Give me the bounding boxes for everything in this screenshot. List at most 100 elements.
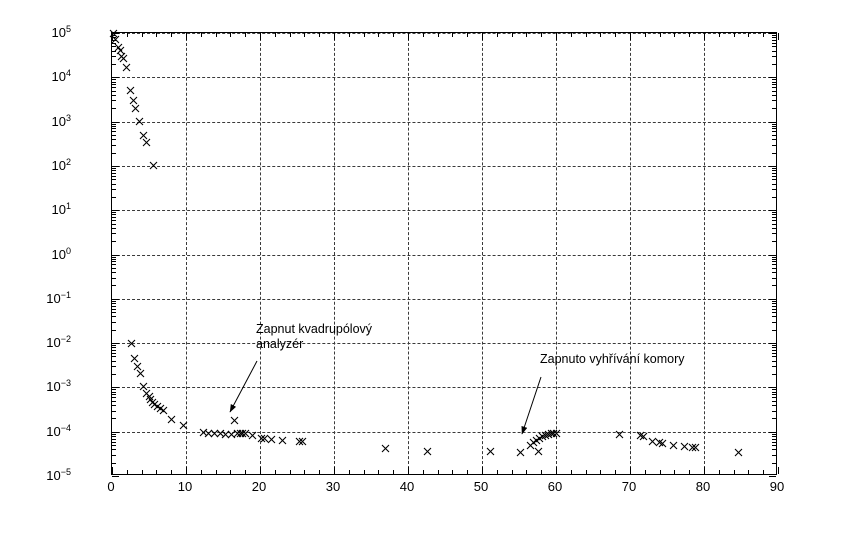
y-axis-tick-minor: [112, 366, 116, 368]
y-axis-tick-minor: [772, 139, 776, 141]
y-axis-tick-minor: [112, 87, 116, 89]
x-axis-tick-major: [186, 33, 187, 40]
data-point-marker: [179, 421, 188, 430]
y-axis-tick-minor: [772, 321, 776, 323]
y-axis-tick-minor: [112, 347, 116, 349]
y-axis-tick-minor: [112, 300, 116, 302]
y-axis-tick-minor: [772, 63, 776, 65]
x-axis-tick-label: 40: [399, 479, 415, 494]
y-axis-tick-minor: [112, 152, 116, 154]
data-point-marker: [658, 439, 667, 448]
y-axis-tick-label: 105: [51, 23, 71, 41]
x-axis-tick-major: [334, 467, 335, 474]
y-axis-tick-minor: [772, 100, 776, 102]
data-point-marker: [111, 35, 120, 44]
y-axis-tick-minor: [112, 303, 116, 305]
y-axis-tick-minor: [112, 167, 116, 169]
y-axis-tick-minor: [772, 261, 776, 263]
data-point-marker: [130, 354, 139, 363]
x-axis-tick-label: 30: [325, 479, 341, 494]
x-axis-tick-minor: [171, 33, 173, 37]
y-axis-tick-minor: [772, 435, 776, 437]
y-axis-tick-major: [769, 77, 776, 79]
y-axis-tick-minor: [112, 79, 116, 81]
x-axis-tick-minor: [230, 470, 232, 474]
x-axis-tick-major: [630, 33, 631, 40]
x-axis-tick-minor: [393, 470, 395, 474]
y-axis-tick-minor: [112, 321, 116, 323]
x-axis-tick-major: [778, 33, 779, 40]
x-axis-tick-major: [334, 33, 335, 40]
y-axis-tick-major: [112, 298, 119, 300]
x-axis-tick-major: [408, 33, 409, 40]
data-point-marker: [248, 431, 257, 440]
x-axis-tick-major: [778, 467, 779, 474]
x-axis-tick-minor: [126, 470, 128, 474]
data-point-marker: [149, 161, 158, 170]
y-axis-tick-minor: [772, 400, 776, 402]
y-axis-tick-minor: [772, 267, 776, 269]
x-axis-tick-minor: [570, 470, 572, 474]
y-axis-tick-label: 103: [51, 112, 71, 129]
gridline-horizontal: [112, 254, 776, 256]
data-point-marker: [216, 429, 225, 438]
y-axis-tick-minor: [772, 449, 776, 451]
x-axis-tick-minor: [437, 470, 439, 474]
y-axis-tick-major: [112, 165, 119, 167]
x-axis-tick-minor: [452, 470, 454, 474]
y-axis-tick-minor: [772, 46, 776, 48]
y-axis-tick-minor: [772, 217, 776, 219]
x-axis-tick-minor: [289, 33, 291, 37]
x-axis-tick-major: [630, 467, 631, 474]
data-point-marker: [267, 435, 276, 444]
x-axis-tick-major: [556, 467, 557, 474]
y-axis-tick-minor: [112, 196, 116, 198]
y-axis-tick-major: [769, 165, 776, 167]
data-point-marker: [734, 448, 743, 457]
x-axis-tick-minor: [393, 33, 395, 37]
y-axis-tick-minor: [772, 347, 776, 349]
data-point-marker: [119, 54, 128, 63]
y-axis-tick-major: [112, 254, 119, 256]
y-axis-tick-minor: [112, 308, 116, 310]
x-axis-tick-minor: [526, 470, 528, 474]
x-axis-tick-label: 20: [251, 479, 267, 494]
data-point-marker: [639, 432, 648, 441]
gridline-vertical: [556, 33, 557, 474]
x-axis-tick-minor: [511, 33, 513, 37]
x-axis-tick-minor: [733, 470, 735, 474]
y-axis-tick-minor: [112, 264, 116, 266]
y-axis-tick-minor: [772, 79, 776, 81]
annotation-heating-label: Zapnuto vyhřívání komory: [540, 352, 685, 366]
y-axis-tick-minor: [112, 220, 116, 222]
data-point-marker: [135, 117, 144, 126]
x-axis-tick-minor: [126, 33, 128, 37]
x-axis-tick-minor: [348, 33, 350, 37]
y-axis-tick-minor: [112, 227, 116, 229]
y-axis-tick-minor: [772, 410, 776, 412]
data-point-marker: [116, 46, 125, 55]
x-axis-tick-minor: [526, 33, 528, 37]
y-axis-tick-minor: [112, 410, 116, 412]
y-axis-tick-minor: [112, 312, 116, 314]
y-axis-tick-minor: [772, 438, 776, 440]
y-axis-tick-minor: [112, 134, 116, 136]
y-axis-tick-minor: [772, 214, 776, 216]
x-axis-tick-label: 90: [769, 479, 785, 494]
y-axis-tick-minor: [772, 433, 776, 435]
y-axis-tick-minor: [772, 108, 776, 110]
y-axis-tick-minor: [112, 179, 116, 181]
x-axis-tick-minor: [541, 470, 543, 474]
x-axis-tick-major: [556, 33, 557, 40]
y-axis-tick-minor: [772, 196, 776, 198]
y-axis-tick-minor: [112, 258, 116, 260]
x-axis-tick-minor: [378, 470, 380, 474]
gridline-vertical: [260, 33, 261, 474]
y-axis-tick-minor: [772, 233, 776, 235]
y-axis-tick-minor: [772, 50, 776, 52]
data-point-marker: [230, 416, 239, 425]
data-point-marker: [109, 29, 118, 38]
data-point-marker: [691, 443, 700, 452]
y-axis-tick-minor: [112, 433, 116, 435]
gridline-horizontal: [112, 33, 776, 34]
